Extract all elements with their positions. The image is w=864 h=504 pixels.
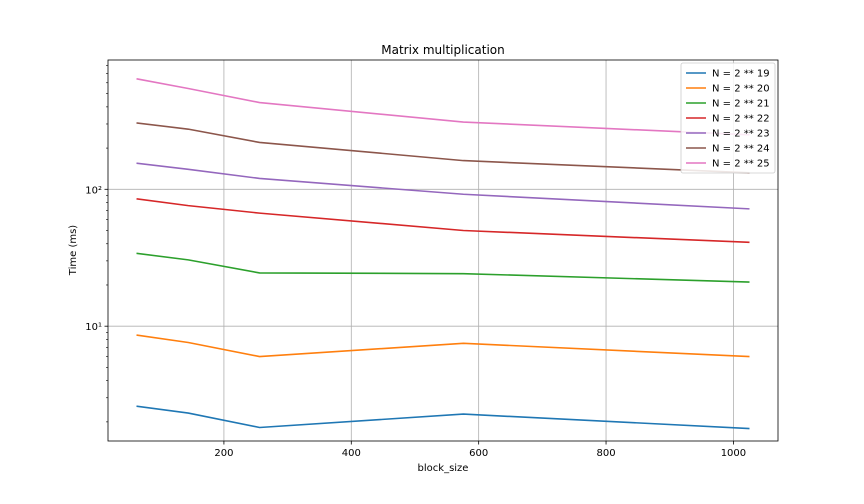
- series-line-1: [136, 405, 750, 430]
- series-line-5: [136, 162, 750, 210]
- series-line-4: [136, 198, 750, 244]
- chart-title: Matrix multiplication: [381, 43, 505, 57]
- series-line-3: [136, 252, 750, 283]
- x-tick-label: 1000: [721, 448, 746, 459]
- grid-layer: [108, 60, 778, 441]
- series-line-2: [136, 334, 750, 358]
- series-layer: [136, 77, 750, 430]
- legend-label: N = 2 ** 24: [712, 144, 770, 155]
- y-tick-label: 10¹: [85, 322, 102, 333]
- plot-frame: [107, 59, 779, 442]
- series-line-7: [136, 77, 750, 136]
- x-tick-label: 800: [596, 448, 615, 459]
- x-tick-label: 600: [469, 448, 488, 459]
- legend-label: N = 2 ** 21: [712, 99, 770, 110]
- ticks-layer: 200 400 600 800 1000 10¹ 10²: [85, 65, 746, 459]
- y-axis-label: Time (ms): [68, 225, 79, 277]
- legend-box: [680, 62, 776, 174]
- legend-label: N = 2 ** 19: [712, 69, 770, 80]
- x-tick-label: 400: [342, 448, 361, 459]
- series-line-6: [136, 122, 750, 174]
- x-tick-label: 200: [214, 448, 233, 459]
- legend-label: N = 2 ** 22: [712, 114, 770, 125]
- legend-label: N = 2 ** 23: [712, 129, 770, 140]
- legend-label: N = 2 ** 25: [712, 159, 770, 170]
- legend-label: N = 2 ** 20: [712, 84, 770, 95]
- legend: N = 2 ** 19 N = 2 ** 20 N = 2 ** 21 N = 2 *…: [680, 62, 776, 174]
- y-tick-label: 10²: [85, 185, 102, 196]
- x-axis-label: block_size: [418, 463, 469, 474]
